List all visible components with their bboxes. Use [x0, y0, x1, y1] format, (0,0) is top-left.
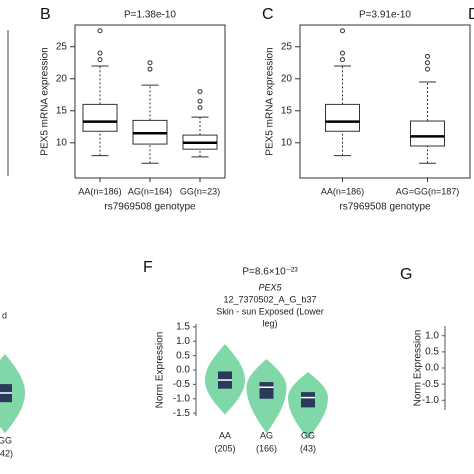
y-tick-label: 15 [281, 105, 293, 116]
panel-label: F [143, 259, 153, 276]
x-axis-label: rs7969508 genotype [339, 202, 431, 213]
x-tick-label: AG [260, 430, 273, 440]
box [325, 103, 360, 132]
x-axis-label: rs7969508 genotype [104, 202, 196, 213]
iqr-box [259, 382, 274, 399]
y-tick-label: 1.5 [176, 322, 190, 333]
y-tick-label: 25 [56, 41, 68, 52]
sample-size: (43) [300, 443, 316, 453]
title-fragment: d [2, 310, 7, 320]
x-tick-label: GG(n=23) [180, 186, 220, 196]
y-tick-label: 0.5 [176, 350, 190, 361]
x-tick-label: AA(n=186) [321, 186, 364, 196]
y-tick-label: 0.0 [176, 365, 190, 376]
y-axis-label: Norm Expression [155, 332, 166, 409]
outlier [197, 105, 203, 111]
y-tick-label: 0.0 [425, 363, 439, 374]
panel-label: B [40, 6, 51, 23]
y-tick-label: 20 [56, 73, 68, 84]
panel-label: G [400, 266, 412, 283]
y-tick-label: -1.0 [422, 395, 440, 406]
outlier [147, 66, 153, 72]
chart-title: P=8.6×10⁻²³ [242, 267, 298, 278]
outlier [425, 60, 430, 66]
box [410, 120, 445, 147]
sample-size: (42) [0, 448, 13, 458]
y-tick-label: 15 [56, 105, 68, 116]
x-tick-label: GG [0, 435, 12, 445]
outlier [425, 53, 430, 59]
y-tick-label: -1.5 [173, 408, 191, 419]
sample-size: (205) [214, 443, 235, 453]
box [82, 103, 118, 132]
tissue: Skin - sun Exposed (Lower [216, 306, 324, 316]
outlier [97, 57, 103, 63]
y-axis-label: PEX5 mRNA expression [265, 47, 276, 155]
tissue: leg) [262, 318, 277, 328]
chart-title: P=1.38e-10 [124, 10, 176, 21]
chart-title: P=3.91e-10 [359, 10, 411, 21]
outlier [340, 57, 345, 63]
violin [0, 353, 25, 434]
sample-size: (166) [256, 443, 277, 453]
variant: 12_7370502_A_G_b37 [223, 294, 316, 304]
x-tick-label: AG=GG(n=187) [396, 186, 460, 196]
outlier [425, 66, 430, 72]
outlier [340, 50, 345, 56]
x-tick-label: AG(n=164) [128, 186, 172, 196]
outlier [97, 28, 103, 34]
gene: PEX5 [258, 282, 282, 292]
y-tick-label: 10 [281, 137, 293, 148]
y-axis-label: Norm Expression [413, 330, 424, 407]
y-tick-label: -0.5 [422, 379, 440, 390]
y-tick-label: 25 [281, 41, 293, 52]
y-tick-label: -0.5 [173, 379, 191, 390]
y-axis-label: PEX5 mRNA expression [40, 47, 51, 155]
panel-label: D [468, 6, 474, 23]
y-tick-label: 1.0 [176, 336, 190, 347]
iqr-box [301, 392, 315, 408]
x-tick-label: AA(n=186) [78, 186, 121, 196]
y-tick-label: -1.0 [173, 393, 191, 404]
x-tick-label: AA [219, 430, 231, 440]
plot-frame [299, 24, 471, 179]
outlier [197, 89, 203, 95]
outlier [97, 50, 103, 56]
y-tick-label: 1.0 [425, 330, 439, 341]
y-tick-label: 0.5 [425, 346, 439, 357]
panel-label: C [262, 6, 274, 23]
y-tick-label: 10 [56, 137, 68, 148]
x-tick-label: GG [301, 430, 315, 440]
outlier [340, 28, 345, 34]
outlier [147, 60, 153, 66]
y-tick-label: 20 [281, 73, 293, 84]
outlier [197, 98, 203, 104]
